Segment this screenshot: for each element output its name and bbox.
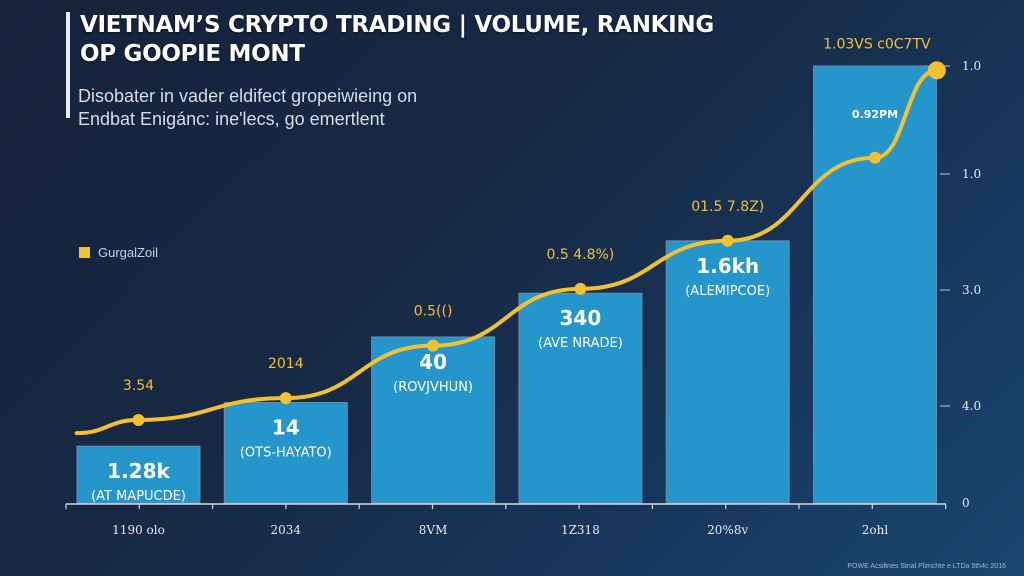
line-point-label: 2014 xyxy=(268,356,304,372)
bar-value-label: 0.92PM xyxy=(852,108,898,121)
legend-swatch xyxy=(79,247,90,258)
line-point-label: 3.54 xyxy=(123,378,154,394)
chart-title: VIETNAM’S CRYPTO TRADING | VOLUME, RANKI… xyxy=(80,11,714,69)
y-tick-label: 0 xyxy=(962,496,970,510)
legend-label: GurgalZoil xyxy=(98,245,158,260)
line-point xyxy=(927,61,946,80)
x-tick-label: 2034 xyxy=(271,523,302,537)
title-accent-bar xyxy=(66,12,70,118)
line-point xyxy=(427,339,440,352)
x-tick-label: 8VM xyxy=(419,523,448,537)
x-tick-label: 1Z318 xyxy=(561,523,600,537)
x-tick-label: 1190 olo xyxy=(112,523,165,537)
chart-subtitle-line-2: Endbat Enigánc: ine'lecs, go emertlent xyxy=(78,109,385,129)
line-point-label: 0.5 4.8%) xyxy=(547,247,615,263)
line-point xyxy=(132,413,145,426)
x-tick-label: 20%8v xyxy=(707,523,748,537)
chart-title-line-1: VIETNAM’S CRYPTO TRADING | VOLUME, RANKI… xyxy=(80,12,714,38)
bar-value-label: 340 xyxy=(560,306,602,330)
bar xyxy=(76,445,201,504)
axis-layer xyxy=(65,65,950,509)
y-tick-label: 1.0 xyxy=(962,167,981,181)
bar xyxy=(665,240,790,504)
bar-sub-label: (AVE NRADE) xyxy=(538,336,623,351)
bar-value-label: 40 xyxy=(419,350,447,374)
chart-title-line-2: OP GOOPIE MONT xyxy=(80,41,305,67)
line-point xyxy=(721,234,734,247)
line-point-label: 0.5(() xyxy=(414,304,453,320)
line-point xyxy=(574,282,587,295)
y-tick-label: 1.0 xyxy=(962,59,981,73)
bar-sub-label: (ALEMIPCOE) xyxy=(685,284,770,299)
bar-sub-label: (OTS-HAYATO) xyxy=(240,445,332,460)
bar-value-label: 1.6kh xyxy=(696,254,759,278)
chart-subtitle: Disobater in vader eldifect gropeiwieing… xyxy=(78,85,417,131)
x-tick-label: 2ohl xyxy=(862,523,889,537)
bar-sub-label: (AT MAPUCDE) xyxy=(91,489,186,504)
y-tick-label: 4.0 xyxy=(962,399,981,413)
bar-sub-label: (ROVJVHUN) xyxy=(393,380,473,395)
line-series xyxy=(74,68,939,436)
bar-value-label: 1.28k xyxy=(107,459,170,483)
line-point xyxy=(279,392,292,405)
bar xyxy=(518,292,643,504)
bar xyxy=(223,401,348,504)
line-point-label: 1.03VS c0C7TV xyxy=(823,36,931,52)
bar xyxy=(813,65,937,504)
bar xyxy=(371,336,496,504)
legend: GurgalZoil xyxy=(79,245,158,260)
bar-value-label: 14 xyxy=(272,415,300,439)
labels-layer: 1.28k (AT MAPUCDE) 14 (OTS-HAYATO) 40 (ROVJVH… xyxy=(91,36,981,537)
chart-subtitle-line-1: Disobater in vader eldifect gropeiwieing… xyxy=(78,86,418,106)
source-footnote: POWE Acsiltnes Stnal Plimchte e LTDa 5th… xyxy=(847,563,1006,570)
line-layer xyxy=(74,61,946,436)
y-tick-label: 3.0 xyxy=(962,283,981,297)
line-point-label: 01.5 7.8Z) xyxy=(691,199,764,215)
bars-layer xyxy=(76,65,937,504)
line-point xyxy=(869,151,881,164)
